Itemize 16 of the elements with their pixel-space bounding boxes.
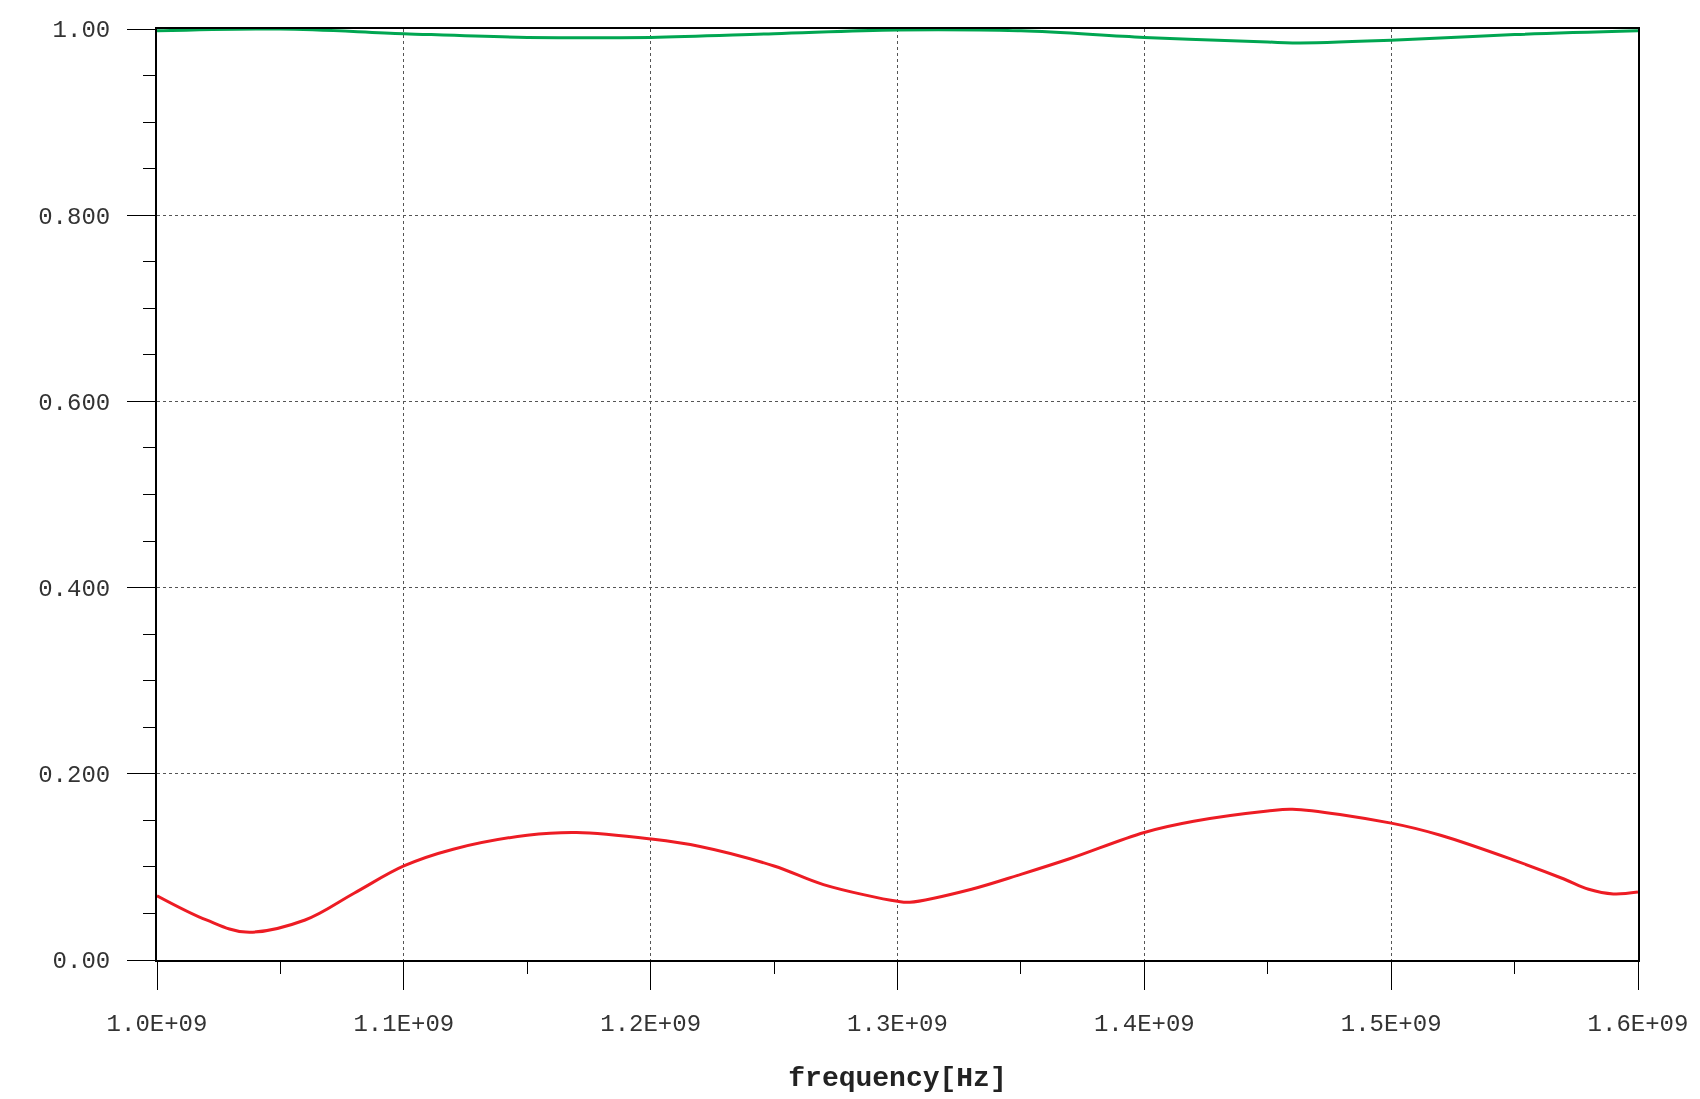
x-tick-label: 1.1E+09 bbox=[353, 1010, 455, 1038]
x-axis-title: frequency[Hz] bbox=[788, 1063, 1007, 1095]
x-tick-label: 1.5E+09 bbox=[1340, 1010, 1442, 1038]
y-tick-label: 0.200 bbox=[38, 762, 111, 790]
x-tick-label: 1.4E+09 bbox=[1093, 1010, 1195, 1038]
x-tick-label: 1.3E+09 bbox=[847, 1010, 948, 1038]
x-tick-label: 1.6E+09 bbox=[1587, 1010, 1689, 1038]
x-tick-label: 1.2E+09 bbox=[600, 1010, 702, 1038]
line-series bbox=[157, 29, 1638, 45]
line-series bbox=[157, 807, 1638, 934]
y-tick-label: 0.00 bbox=[52, 948, 111, 976]
x-tick-label: 1.0E+09 bbox=[106, 1010, 208, 1038]
y-tick-label: 1.00 bbox=[52, 17, 111, 45]
y-tick-label: 0.600 bbox=[38, 389, 111, 417]
y-tick-label: 0.800 bbox=[38, 203, 111, 231]
y-tick-label: 0.400 bbox=[38, 576, 111, 603]
